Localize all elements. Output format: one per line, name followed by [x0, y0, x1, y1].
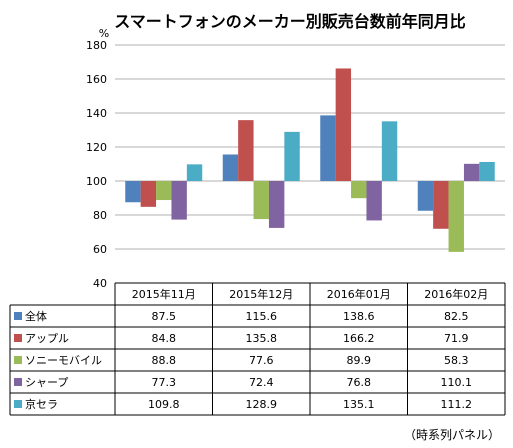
data-label: 135.1 — [343, 398, 375, 411]
bar — [448, 181, 464, 252]
legend-label: アップル — [25, 332, 69, 345]
data-label: 77.6 — [249, 354, 274, 367]
data-label: 166.2 — [343, 332, 375, 345]
bar — [479, 161, 495, 181]
data-label: 88.8 — [152, 354, 177, 367]
bar — [335, 68, 352, 181]
bar — [186, 164, 203, 181]
y-tick-label: 40 — [93, 277, 107, 290]
data-label: 138.6 — [343, 310, 375, 323]
legend-swatch — [14, 356, 22, 364]
data-label: 72.4 — [249, 376, 274, 389]
legend-swatch — [14, 312, 22, 320]
y-tick-label: 140 — [86, 107, 107, 120]
bar — [140, 181, 157, 207]
bar — [417, 181, 434, 211]
data-label: 77.3 — [152, 376, 177, 389]
legend-swatch — [14, 378, 22, 386]
legend-swatch — [14, 400, 22, 408]
data-label: 128.9 — [246, 398, 278, 411]
data-label: 58.3 — [444, 354, 469, 367]
bar — [320, 115, 336, 181]
data-label: 110.1 — [441, 376, 473, 389]
x-tick-label: 2015年11月 — [132, 287, 196, 301]
y-tick-label: 100 — [86, 175, 107, 188]
bar — [463, 163, 480, 181]
bar — [125, 181, 141, 203]
x-tick-label: 2015年12月 — [229, 287, 293, 301]
y-tick-label: 60 — [93, 243, 107, 256]
bar — [156, 181, 172, 201]
data-label: 87.5 — [152, 310, 177, 323]
legend-label: 全体 — [25, 309, 47, 323]
bar — [366, 181, 382, 221]
y-tick-label: 180 — [86, 39, 107, 52]
data-label: 111.2 — [441, 398, 473, 411]
bar — [222, 154, 239, 181]
legend-label: シャープ — [25, 376, 68, 389]
x-tick-label: 2016年02月 — [424, 287, 488, 301]
data-label: 135.8 — [246, 332, 278, 345]
legend-label: 京セラ — [25, 397, 58, 411]
bar — [171, 181, 187, 220]
data-label: 115.6 — [246, 310, 278, 323]
data-label: 89.9 — [347, 354, 372, 367]
bar — [351, 181, 367, 199]
bar — [238, 120, 254, 181]
legend-label: ソニーモバイル — [25, 354, 102, 367]
bar — [433, 181, 449, 229]
data-label: 76.8 — [347, 376, 372, 389]
y-tick-label: 160 — [86, 73, 107, 86]
y-axis-unit: % — [99, 27, 109, 40]
data-label: 109.8 — [148, 398, 180, 411]
source-note: （時系列パネル） — [404, 428, 500, 442]
bar — [253, 181, 269, 220]
data-label: 71.9 — [444, 332, 469, 345]
bar — [381, 121, 398, 181]
x-tick-label: 2016年01月 — [327, 287, 391, 301]
y-tick-label: 80 — [93, 209, 107, 222]
data-label: 82.5 — [444, 310, 469, 323]
y-tick-label: 120 — [86, 141, 107, 154]
data-label: 84.8 — [152, 332, 177, 345]
chart-title: スマートフォンのメーカー別販売台数前年同月比 — [114, 12, 466, 31]
bar — [284, 131, 300, 181]
legend-swatch — [14, 334, 22, 342]
bar — [268, 181, 285, 228]
